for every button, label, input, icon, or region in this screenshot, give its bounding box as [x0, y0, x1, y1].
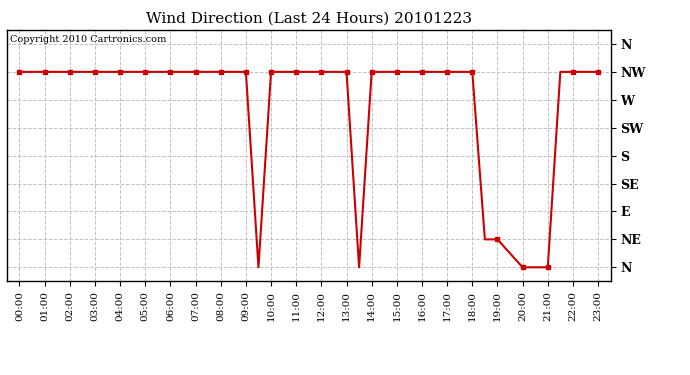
- Text: Copyright 2010 Cartronics.com: Copyright 2010 Cartronics.com: [10, 35, 166, 44]
- Title: Wind Direction (Last 24 Hours) 20101223: Wind Direction (Last 24 Hours) 20101223: [146, 12, 472, 26]
